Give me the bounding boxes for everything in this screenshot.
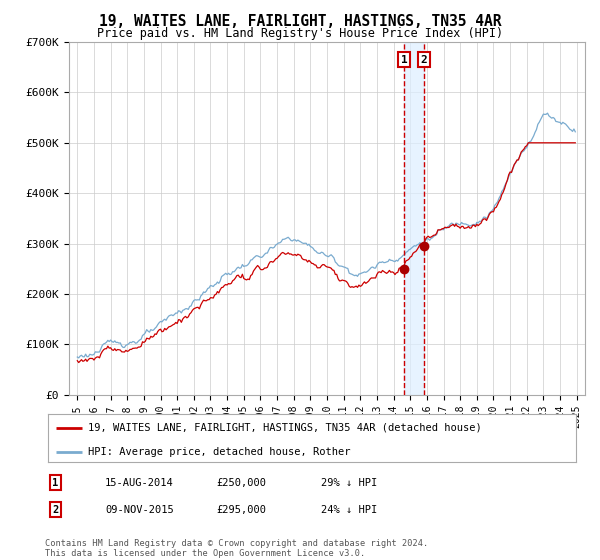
Text: HPI: Average price, detached house, Rother: HPI: Average price, detached house, Roth…: [88, 446, 350, 456]
Text: 24% ↓ HPI: 24% ↓ HPI: [321, 505, 377, 515]
Text: Contains HM Land Registry data © Crown copyright and database right 2024.
This d: Contains HM Land Registry data © Crown c…: [45, 539, 428, 558]
Text: 09-NOV-2015: 09-NOV-2015: [105, 505, 174, 515]
Text: £250,000: £250,000: [216, 478, 266, 488]
Text: 2: 2: [52, 505, 58, 515]
Text: 1: 1: [52, 478, 58, 488]
Text: 19, WAITES LANE, FAIRLIGHT, HASTINGS, TN35 4AR (detached house): 19, WAITES LANE, FAIRLIGHT, HASTINGS, TN…: [88, 423, 481, 433]
Text: 1: 1: [401, 55, 407, 64]
Text: 15-AUG-2014: 15-AUG-2014: [105, 478, 174, 488]
Bar: [404, 42, 424, 395]
Text: Price paid vs. HM Land Registry's House Price Index (HPI): Price paid vs. HM Land Registry's House …: [97, 27, 503, 40]
Point: [419, 242, 429, 251]
Text: 29% ↓ HPI: 29% ↓ HPI: [321, 478, 377, 488]
Text: 2: 2: [421, 55, 427, 64]
Text: 19, WAITES LANE, FAIRLIGHT, HASTINGS, TN35 4AR: 19, WAITES LANE, FAIRLIGHT, HASTINGS, TN…: [99, 14, 501, 29]
Point: [399, 264, 409, 273]
Text: £295,000: £295,000: [216, 505, 266, 515]
